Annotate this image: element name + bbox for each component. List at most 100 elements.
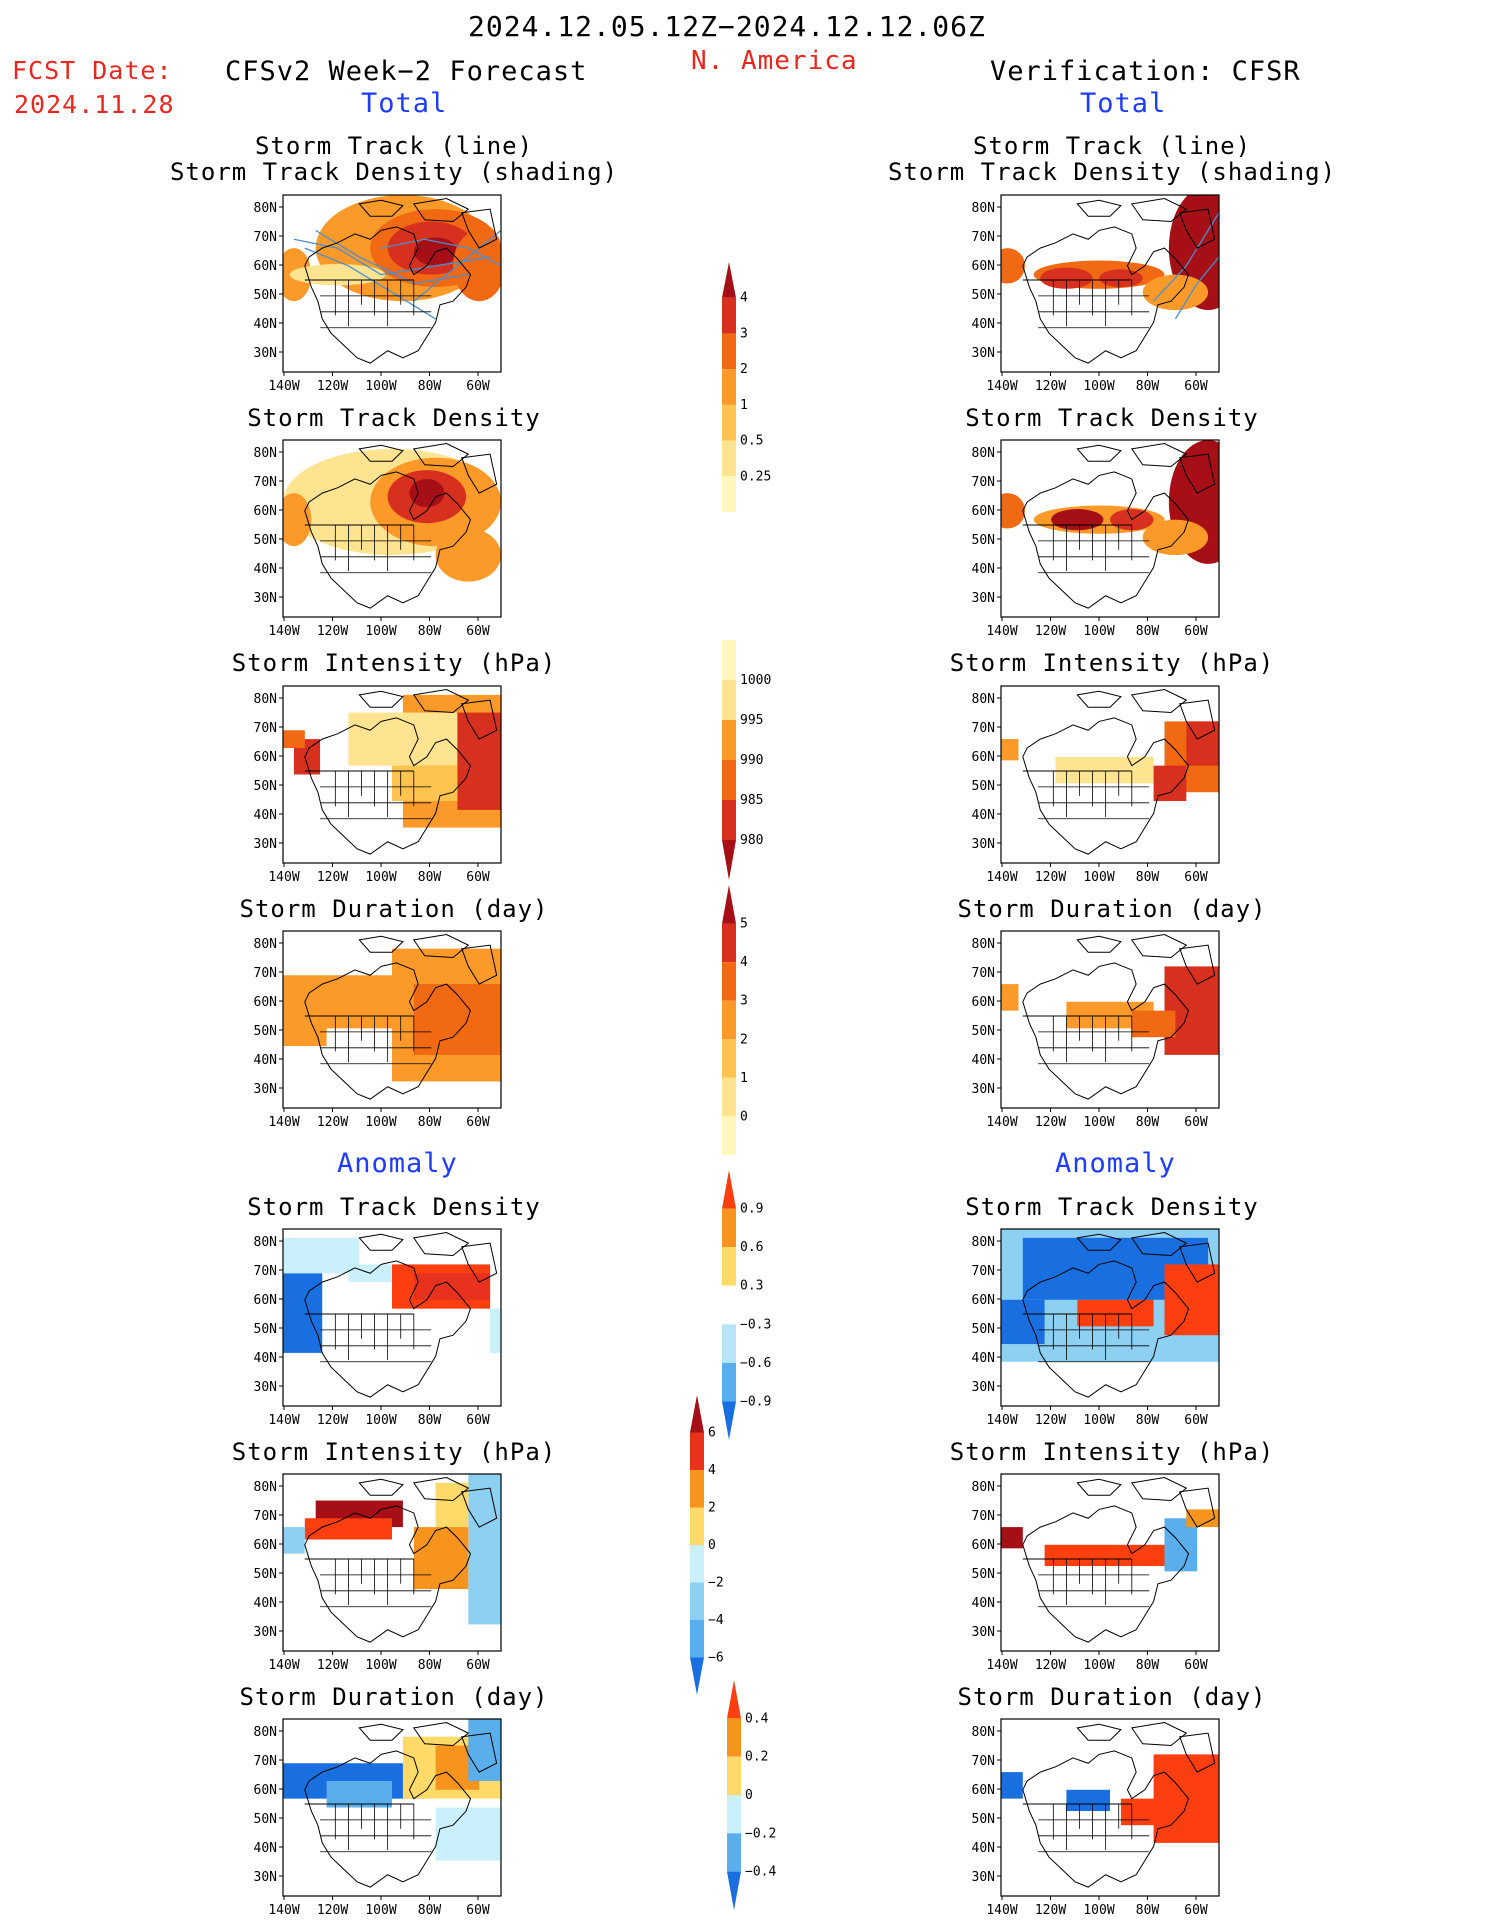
colorbar-label: 0.9 bbox=[740, 1202, 763, 1217]
lon-label: 140W bbox=[268, 1903, 299, 1918]
colorbar-swatch bbox=[722, 1077, 736, 1117]
coastline bbox=[461, 699, 498, 740]
shading-field bbox=[1186, 721, 1219, 766]
colorbar-label: 990 bbox=[740, 753, 763, 768]
colorbar-label: 0 bbox=[740, 1109, 748, 1124]
colorbar-swatch bbox=[722, 962, 736, 1001]
map-frame bbox=[1000, 1228, 1220, 1407]
lat-label: 60N bbox=[254, 750, 277, 765]
lon-label: 60W bbox=[466, 379, 490, 394]
lat-label: 70N bbox=[254, 230, 277, 245]
shading-field bbox=[435, 528, 501, 582]
lat-label: 40N bbox=[972, 1053, 995, 1068]
storm-track-line bbox=[413, 229, 501, 302]
colorbar-label: −0.9 bbox=[740, 1394, 771, 1409]
lat-label: 30N bbox=[254, 1870, 277, 1885]
lon-label: 80W bbox=[1136, 870, 1160, 885]
lat-label: 30N bbox=[254, 1082, 277, 1097]
coastline bbox=[304, 717, 472, 855]
lon-label: 140W bbox=[986, 1658, 1017, 1673]
colorbar-swatch bbox=[727, 1680, 741, 1719]
verification-map-panel: 80N 70N 60N 50N 40N 30N 140W 120W 100W 80W 60W bbox=[972, 1473, 1220, 1673]
shading-field bbox=[1001, 1772, 1023, 1799]
lat-label: 70N bbox=[972, 721, 995, 736]
colorbar-swatch bbox=[690, 1582, 704, 1620]
colorbar-swatch bbox=[722, 1247, 736, 1286]
lat-label: 50N bbox=[254, 779, 277, 794]
colorbar-swatch bbox=[722, 1000, 736, 1040]
left-track-shading-title: Storm Track Density (shading) bbox=[169, 158, 619, 186]
map-frame bbox=[282, 1473, 502, 1652]
colorbar-label: 1000 bbox=[740, 673, 771, 688]
right-anom-intensity-title: Storm Intensity (hPa) bbox=[949, 1438, 1275, 1466]
lat-label: 60N bbox=[972, 1293, 995, 1308]
lat-label: 30N bbox=[254, 346, 277, 361]
lat-label: 60N bbox=[254, 1783, 277, 1798]
lat-label: 30N bbox=[254, 837, 277, 852]
map-frame bbox=[282, 194, 502, 373]
right-total-label: Total bbox=[1080, 88, 1167, 119]
shading-field bbox=[413, 1273, 491, 1300]
coastline bbox=[358, 1723, 404, 1741]
lon-label: 80W bbox=[418, 1413, 442, 1428]
lon-label: 60W bbox=[1184, 1903, 1208, 1918]
lat-label: 50N bbox=[972, 533, 995, 548]
colorbar-swatch bbox=[722, 1362, 736, 1402]
left-total-label: Total bbox=[361, 88, 448, 119]
lat-label: 50N bbox=[254, 288, 277, 303]
lat-label: 70N bbox=[972, 1509, 995, 1524]
coastline bbox=[1076, 1478, 1122, 1496]
colorbar-label: 995 bbox=[740, 713, 763, 728]
colorbar-duration-anomaly: 0.4 0.2 0 −0.2 −0.4 bbox=[727, 1680, 776, 1910]
coastline bbox=[304, 1260, 472, 1398]
lon-label: 100W bbox=[1083, 379, 1114, 394]
left-track-density-title: Storm Track Density bbox=[247, 404, 541, 432]
coastline bbox=[1179, 208, 1216, 249]
shading-field bbox=[326, 1780, 392, 1808]
lat-label: 50N bbox=[972, 1024, 995, 1039]
colorbar-swatch bbox=[690, 1432, 704, 1470]
lon-label: 60W bbox=[466, 1658, 490, 1673]
lat-label: 50N bbox=[254, 1812, 277, 1827]
colorbar-swatch bbox=[727, 1718, 741, 1757]
lon-label: 120W bbox=[1035, 1115, 1066, 1130]
lat-label: 40N bbox=[254, 1351, 277, 1366]
coastline bbox=[1179, 944, 1216, 985]
lon-label: 120W bbox=[1035, 1903, 1066, 1918]
left-intensity-title: Storm Intensity (hPa) bbox=[231, 649, 557, 677]
map-frame bbox=[1000, 930, 1220, 1109]
lat-label: 50N bbox=[972, 288, 995, 303]
coastline bbox=[1179, 699, 1216, 740]
shading-field bbox=[1051, 509, 1104, 531]
lon-label: 100W bbox=[1083, 1658, 1114, 1673]
coastline bbox=[1130, 1232, 1188, 1257]
forecast-map-panel: 80N 70N 60N 50N 40N 30N 140W 120W 100W 80W 60W bbox=[254, 930, 502, 1130]
left-track-line-title: Storm Track (line) bbox=[254, 132, 534, 160]
shading-field bbox=[457, 712, 501, 810]
coastline bbox=[1130, 1477, 1188, 1502]
coastline bbox=[1076, 690, 1122, 708]
lat-label: 80N bbox=[972, 201, 995, 216]
lat-label: 30N bbox=[972, 591, 995, 606]
lon-label: 140W bbox=[268, 1115, 299, 1130]
shading-field bbox=[283, 1010, 327, 1047]
lon-label: 100W bbox=[1083, 624, 1114, 639]
lon-label: 100W bbox=[365, 1658, 396, 1673]
period-title: 2024.12.05.12Z−2024.12.12.06Z bbox=[468, 10, 986, 43]
lat-label: 30N bbox=[972, 1870, 995, 1885]
lon-label: 80W bbox=[1136, 624, 1160, 639]
colorbar-swatch bbox=[722, 333, 736, 370]
colorbar-label: 0.2 bbox=[745, 1750, 768, 1765]
lat-label: 70N bbox=[972, 966, 995, 981]
coastline bbox=[1076, 1723, 1122, 1741]
colorbar-duration-total: 5 4 3 2 1 0 bbox=[722, 885, 748, 1155]
colorbar-swatch bbox=[722, 923, 736, 963]
lat-label: 70N bbox=[254, 475, 277, 490]
lon-label: 140W bbox=[268, 1658, 299, 1673]
lon-label: 120W bbox=[317, 1115, 348, 1130]
shading-field bbox=[1001, 1527, 1023, 1549]
colorbar-swatch bbox=[722, 1170, 736, 1209]
coastline bbox=[304, 471, 472, 609]
lon-label: 120W bbox=[1035, 379, 1066, 394]
